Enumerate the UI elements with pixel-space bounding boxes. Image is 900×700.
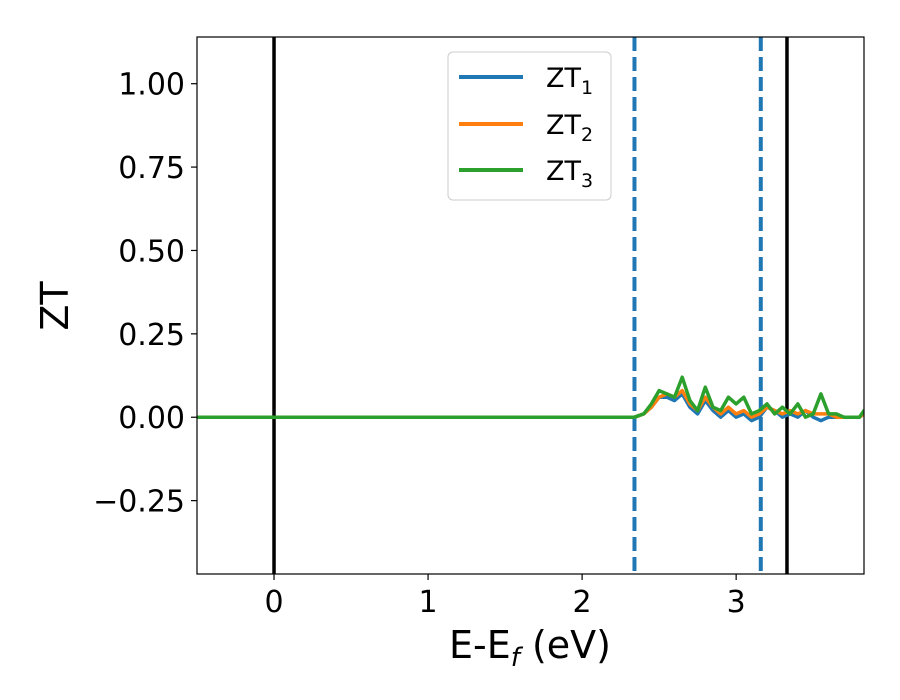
legend-label-zt1-sub: 1	[581, 77, 593, 99]
series-lines	[197, 375, 864, 423]
legend-box	[447, 51, 612, 201]
legend-label-zt3-sub: 3	[581, 170, 593, 192]
y-tick-label: −0.25	[93, 485, 185, 520]
x-tick-label: 0	[264, 585, 283, 620]
y-axis: −0.25 0.00 0.25 0.50 0.75 1.00	[93, 68, 197, 520]
x-tick-label: 2	[573, 585, 592, 620]
legend: ZT1 ZT2 ZT3	[447, 51, 612, 201]
plot-frame	[196, 36, 865, 575]
x-axis: 0 1 2 3	[264, 574, 746, 620]
x-axis-label-unit: (eV)	[520, 623, 611, 667]
y-tick-label: 0.00	[118, 401, 185, 436]
y-tick-label: 0.50	[118, 234, 185, 269]
legend-label-zt2-main: ZT	[546, 110, 581, 141]
legend-label-zt1-main: ZT	[546, 63, 581, 94]
legend-label-zt3: ZT3	[546, 156, 593, 192]
series-line-zt3	[197, 375, 864, 419]
x-axis-label: E-Ef (eV)	[449, 623, 611, 673]
y-tick-label: 0.25	[118, 318, 185, 353]
y-tick-label: 1.00	[118, 68, 185, 103]
y-tick-label: 0.75	[118, 151, 185, 186]
y-axis-label: ZT	[33, 281, 77, 331]
legend-label-zt1: ZT1	[546, 63, 593, 99]
x-tick-label: 3	[727, 585, 746, 620]
series-line-zt1	[197, 392, 864, 423]
reference-lines	[272, 37, 789, 574]
legend-label-zt2-sub: 2	[581, 124, 593, 146]
x-tick-label: 1	[419, 585, 438, 620]
legend-label-zt2: ZT2	[546, 110, 593, 146]
x-axis-label-main: E-E	[449, 623, 511, 667]
legend-label-zt3-main: ZT	[546, 156, 581, 187]
